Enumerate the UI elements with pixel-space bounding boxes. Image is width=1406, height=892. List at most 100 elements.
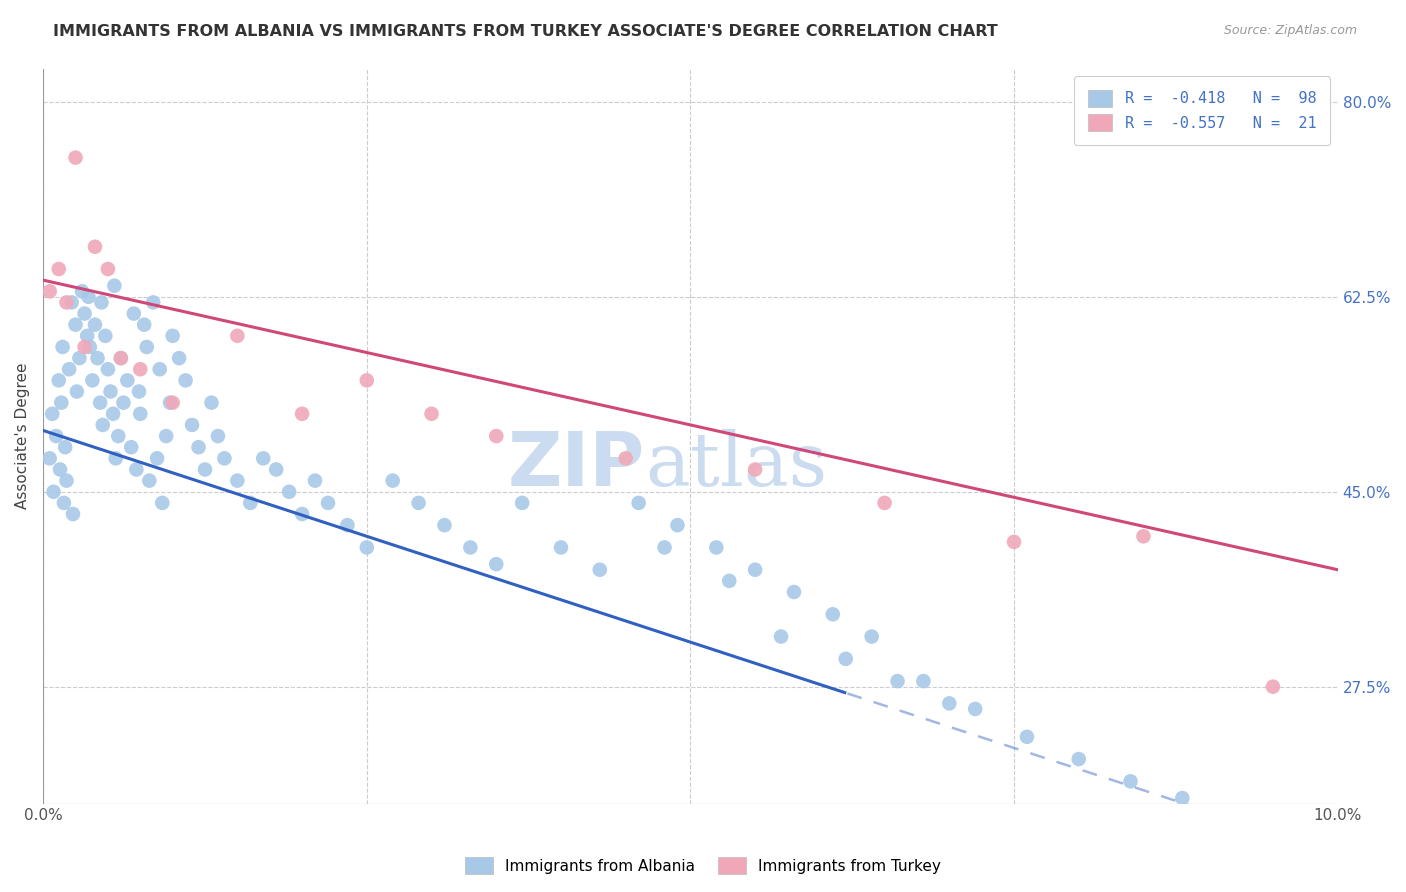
Point — [356, 541, 378, 555]
Point — [91, 417, 114, 432]
Point — [1067, 752, 1090, 766]
Point — [70, 285, 93, 299]
Point — [107, 429, 129, 443]
Point — [134, 318, 156, 332]
Point — [420, 407, 443, 421]
Point — [356, 373, 378, 387]
Point — [125, 462, 148, 476]
Point — [264, 462, 287, 476]
Point — [150, 496, 173, 510]
Point — [42, 484, 65, 499]
Point — [129, 362, 152, 376]
Point — [142, 295, 165, 310]
Point — [51, 395, 73, 409]
Point — [101, 407, 124, 421]
Point — [460, 541, 482, 555]
Point — [79, 340, 101, 354]
Point — [550, 541, 572, 555]
Point — [704, 541, 727, 555]
Point — [122, 307, 145, 321]
Y-axis label: Associate's Degree: Associate's Degree — [15, 363, 30, 509]
Point — [41, 407, 63, 421]
Legend: R =  -0.418   N =  98, R =  -0.557   N =  21: R = -0.418 N = 98, R = -0.557 N = 21 — [1074, 76, 1330, 145]
Point — [1119, 774, 1142, 789]
Point — [654, 541, 676, 555]
Point — [97, 262, 120, 277]
Point — [821, 607, 844, 622]
Point — [304, 474, 326, 488]
Point — [860, 630, 883, 644]
Point — [48, 262, 70, 277]
Text: ZIP: ZIP — [508, 429, 645, 502]
Point — [138, 474, 160, 488]
Point — [128, 384, 150, 399]
Point — [162, 328, 184, 343]
Point — [239, 496, 262, 510]
Point — [433, 518, 456, 533]
Point — [744, 563, 766, 577]
Point — [252, 451, 274, 466]
Point — [45, 429, 67, 443]
Point — [112, 395, 135, 409]
Point — [718, 574, 741, 588]
Point — [90, 295, 112, 310]
Point — [48, 373, 70, 387]
Point — [55, 295, 77, 310]
Point — [110, 351, 132, 365]
Point — [769, 630, 792, 644]
Point — [291, 507, 314, 521]
Point — [1015, 730, 1038, 744]
Point — [104, 451, 127, 466]
Point — [117, 373, 139, 387]
Point — [510, 496, 533, 510]
Point — [86, 351, 108, 365]
Point — [84, 240, 107, 254]
Point — [174, 373, 197, 387]
Point — [226, 474, 249, 488]
Text: IMMIGRANTS FROM ALBANIA VS IMMIGRANTS FROM TURKEY ASSOCIATE'S DEGREE CORRELATION: IMMIGRANTS FROM ALBANIA VS IMMIGRANTS FR… — [53, 24, 998, 39]
Point — [194, 462, 217, 476]
Point — [103, 278, 125, 293]
Point — [110, 351, 132, 365]
Point — [129, 407, 152, 421]
Point — [159, 395, 181, 409]
Text: Source: ZipAtlas.com: Source: ZipAtlas.com — [1223, 24, 1357, 37]
Point — [336, 518, 359, 533]
Point — [1261, 680, 1284, 694]
Point — [77, 290, 100, 304]
Point — [214, 451, 236, 466]
Point — [167, 351, 190, 365]
Point — [65, 151, 87, 165]
Point — [58, 362, 80, 376]
Point — [226, 328, 249, 343]
Point — [614, 451, 637, 466]
Point — [62, 507, 84, 521]
Point — [1132, 529, 1154, 543]
Point — [84, 318, 107, 332]
Point — [52, 496, 75, 510]
Point — [149, 362, 172, 376]
Point — [207, 429, 229, 443]
Point — [200, 395, 222, 409]
Point — [408, 496, 430, 510]
Point — [912, 674, 935, 689]
Point — [97, 362, 120, 376]
Point — [181, 417, 204, 432]
Point — [187, 440, 209, 454]
Point — [886, 674, 908, 689]
Point — [38, 285, 60, 299]
Point — [76, 328, 98, 343]
Point — [120, 440, 142, 454]
Point — [73, 340, 96, 354]
Point — [60, 295, 83, 310]
Point — [49, 462, 72, 476]
Point — [135, 340, 157, 354]
Point — [744, 462, 766, 476]
Point — [291, 407, 314, 421]
Point — [485, 429, 508, 443]
Point — [66, 384, 89, 399]
Point — [38, 451, 60, 466]
Point — [666, 518, 689, 533]
Point — [1171, 791, 1194, 805]
Point — [65, 318, 87, 332]
